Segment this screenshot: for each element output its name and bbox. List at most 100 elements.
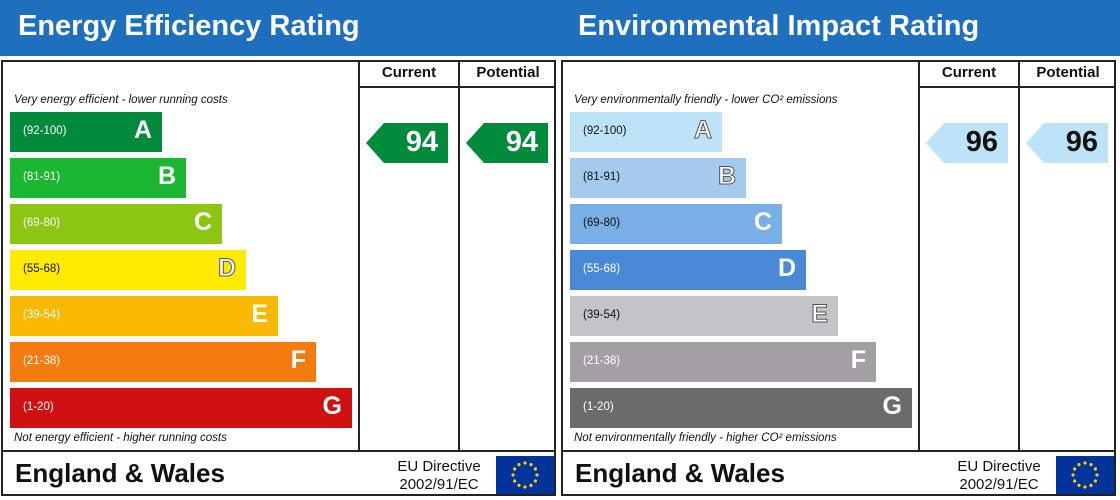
energy-band-d: (55-68) D xyxy=(10,250,246,290)
energy-efficiency-panel: Energy Efficiency Rating Current Potenti… xyxy=(0,0,560,496)
eu-star-icon xyxy=(513,479,517,483)
energy-band-e: (39-54) E xyxy=(10,296,278,336)
environmental-band-range: (81-91) xyxy=(583,171,621,183)
energy-band-range: (39-54) xyxy=(23,309,61,321)
energy-band-range: (69-80) xyxy=(23,217,61,229)
environmental-band-e: (39-54) E xyxy=(570,296,838,336)
environmental-band-b: (81-91) B xyxy=(570,158,746,198)
energy-band-g: (1-20) G xyxy=(10,388,352,428)
energy-band-letter: E xyxy=(251,300,268,328)
environmental-band-c: (69-80) C xyxy=(570,204,782,244)
environmental-divider-current xyxy=(918,60,920,452)
energy-band-letter: B xyxy=(157,162,176,190)
energy-col-potential: Potential xyxy=(476,64,540,81)
energy-band-b: (81-91) B xyxy=(10,158,186,198)
environmental-band-letter: B xyxy=(717,162,736,191)
environmental-header-rule xyxy=(918,86,1116,88)
environmental-band-range: (1-20) xyxy=(583,401,614,413)
energy-rating-title: Energy Efficiency Rating xyxy=(18,10,360,42)
environmental-band-a: (92-100) A xyxy=(570,112,722,152)
environmental-col-current: Current xyxy=(941,64,997,81)
energy-current-arrow-shape xyxy=(366,123,448,163)
eu-star-icon xyxy=(1093,467,1097,471)
eu-star-icon xyxy=(535,473,539,477)
eu-flag-icon xyxy=(496,456,554,494)
energy-bottom-note: Not energy efficient - higher running co… xyxy=(14,432,227,444)
eu-flag-icon xyxy=(1056,456,1114,494)
energy-band-range: (55-68) xyxy=(23,263,61,275)
eu-star-icon xyxy=(1089,483,1093,487)
energy-col-current: Current xyxy=(381,64,437,81)
environmental-band-range: (39-54) xyxy=(583,309,621,321)
environmental-divider-potential xyxy=(1018,60,1020,452)
eu-star-icon xyxy=(1083,485,1087,489)
environmental-potential-arrow: 96 xyxy=(1026,123,1108,163)
environmental-directive-line2: 2002/91/EC xyxy=(959,476,1039,493)
environmental-band-letter: C xyxy=(753,208,772,236)
energy-divider-current xyxy=(358,60,360,452)
eu-star-icon xyxy=(1095,473,1099,477)
environmental-band-letter: A xyxy=(693,116,712,145)
energy-directive-line1: EU Directive xyxy=(397,458,481,475)
eu-star-icon xyxy=(529,483,533,487)
eu-star-icon xyxy=(1077,483,1081,487)
eu-star-icon xyxy=(523,485,527,489)
environmental-band-f: (21-38) F xyxy=(570,342,876,382)
energy-band-c: (69-80) C xyxy=(10,204,222,244)
environmental-footer-directive: EU Directive 2002/91/EC xyxy=(950,458,1048,494)
eu-star-icon xyxy=(513,467,517,471)
eu-star-icon xyxy=(1077,463,1081,467)
eu-star-icon xyxy=(517,483,521,487)
environmental-band-range: (55-68) xyxy=(583,263,621,275)
energy-current-arrow: 94 xyxy=(366,123,448,163)
energy-band-range: (1-20) xyxy=(23,401,54,413)
eu-star-icon xyxy=(1083,461,1087,465)
environmental-band-letter: E xyxy=(811,300,829,329)
environmental-impact-panel: Environmental Impact Rating Current Pote… xyxy=(560,0,1120,500)
environmental-rating-title: Environmental Impact Rating xyxy=(578,10,980,42)
energy-band-letter: G xyxy=(322,392,342,420)
environmental-current-arrow-shape xyxy=(926,123,1008,163)
eu-star-icon xyxy=(1073,467,1077,471)
environmental-band-range: (21-38) xyxy=(583,355,621,367)
environmental-top-note: Very environmentally friendly - lower CO… xyxy=(574,94,838,106)
environmental-band-letter: F xyxy=(850,346,866,374)
eu-stars-icon xyxy=(1071,461,1099,489)
environmental-current-value: 96 xyxy=(965,126,998,158)
energy-band-f: (21-38) F xyxy=(10,342,316,382)
energy-band-letter: C xyxy=(193,208,212,236)
eu-star-icon xyxy=(523,461,527,465)
energy-band-letter: A xyxy=(133,116,152,144)
energy-current-value: 94 xyxy=(405,126,438,158)
environmental-header-bar: Environmental Impact Rating xyxy=(560,0,1120,56)
environmental-band-range: (92-100) xyxy=(583,125,627,137)
eu-star-icon xyxy=(517,463,521,467)
energy-potential-arrow-shape xyxy=(466,123,548,163)
eu-star-icon xyxy=(1073,479,1077,483)
energy-divider-potential xyxy=(458,60,460,452)
energy-directive-line2: 2002/91/EC xyxy=(399,476,479,493)
eu-star-icon xyxy=(529,463,533,467)
energy-footer-rule xyxy=(1,450,556,452)
energy-band-range: (21-38) xyxy=(23,355,61,367)
energy-top-note: Very energy efficient - lower running co… xyxy=(14,94,228,106)
eu-star-icon xyxy=(1093,479,1097,483)
eu-star-icon xyxy=(1089,463,1093,467)
environmental-band-g: (1-20) G xyxy=(570,388,912,428)
environmental-chart-frame xyxy=(561,60,1116,496)
environmental-directive-line1: EU Directive xyxy=(957,458,1041,475)
environmental-band-range: (69-80) xyxy=(583,217,621,229)
energy-header-bar: Energy Efficiency Rating xyxy=(0,0,560,56)
energy-band-letter: D xyxy=(217,254,236,283)
energy-band-a: (92-100) A xyxy=(10,112,162,152)
environmental-footer-region: England & Wales xyxy=(575,458,785,488)
energy-header-rule xyxy=(358,86,556,88)
energy-footer-directive: EU Directive 2002/91/EC xyxy=(390,458,488,494)
eu-star-icon xyxy=(1071,473,1075,477)
eu-star-icon xyxy=(533,479,537,483)
eu-star-icon xyxy=(533,467,537,471)
energy-potential-value: 94 xyxy=(505,126,538,158)
environmental-potential-value: 96 xyxy=(1065,126,1098,158)
environmental-bottom-note: Not environmentally friendly - higher CO… xyxy=(574,432,837,444)
energy-footer-region: England & Wales xyxy=(15,458,225,488)
